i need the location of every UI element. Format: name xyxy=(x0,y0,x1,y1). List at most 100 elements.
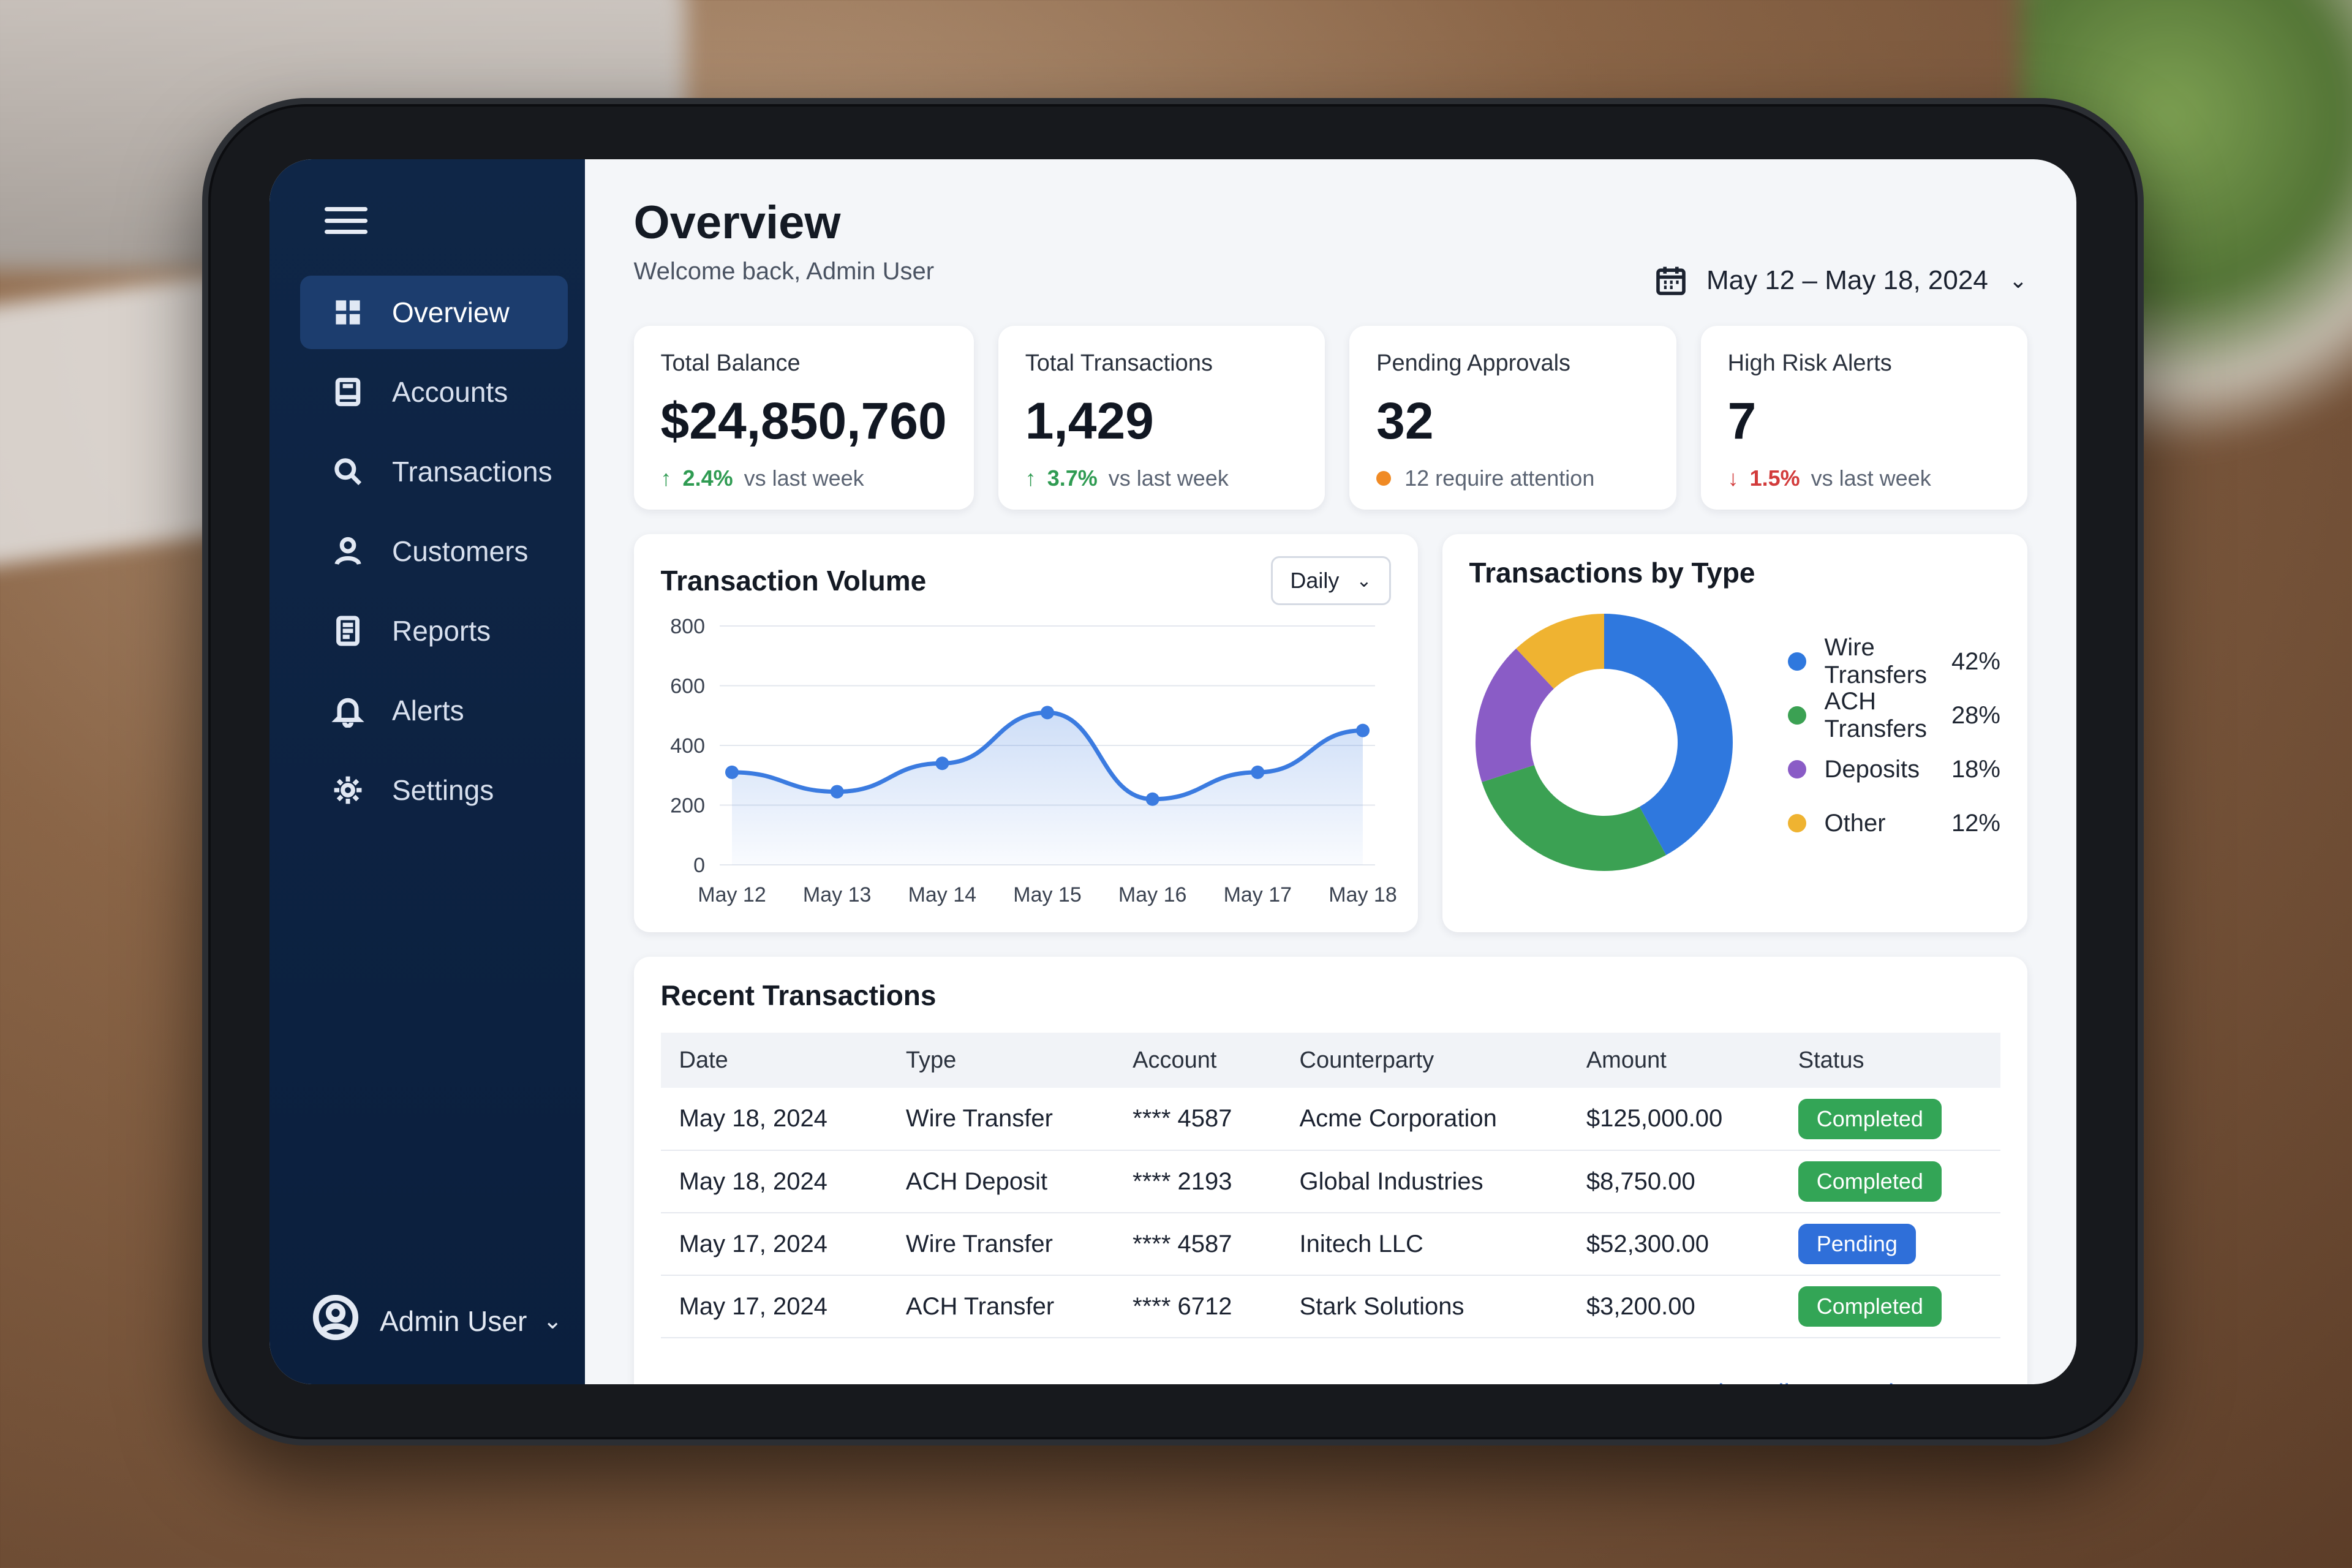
legend-percent: 18% xyxy=(1951,755,2000,783)
table-row[interactable]: May 18, 2024 Wire Transfer **** 4587 Acme C… xyxy=(660,1088,2000,1151)
kpi-delta-text: vs last week xyxy=(1811,466,1931,491)
transaction-volume-title: Transaction Volume xyxy=(660,565,927,597)
column-header-date[interactable]: Date xyxy=(660,1033,888,1088)
cell-counterparty: Global Industries xyxy=(1281,1150,1568,1213)
cell-date: May 17, 2024 xyxy=(660,1213,888,1276)
donut-slice-ach-transfers[interactable] xyxy=(1481,765,1666,871)
cell-amount: $3,200.00 xyxy=(1567,1275,1780,1338)
donut-slice-deposits[interactable] xyxy=(1475,648,1554,782)
search-icon xyxy=(330,453,366,490)
cell-amount: $125,000.00 xyxy=(1567,1088,1780,1151)
kpi-value: 1,429 xyxy=(1025,392,1154,450)
transactions-by-type-title: Transactions by Type xyxy=(1469,557,1755,589)
y-tick-label: 600 xyxy=(670,675,705,698)
hamburger-menu-icon[interactable] xyxy=(325,202,368,239)
legend-item: Deposits 18% xyxy=(1787,742,2000,796)
user-icon xyxy=(330,533,366,570)
volume-point[interactable] xyxy=(1250,765,1264,779)
table-row[interactable]: May 17, 2024 Wire Transfer **** 4587 Initec… xyxy=(660,1213,2000,1276)
user-name: Admin User xyxy=(380,1305,527,1337)
table-header-row: Date Type Account Counterparty Amount Status xyxy=(660,1033,2000,1088)
sidebar-item-transactions[interactable]: Transactions xyxy=(300,435,568,508)
table-row[interactable]: May 17, 2024 ACH Transfer **** 6712 Stark S… xyxy=(660,1275,2000,1338)
kpi-label: Pending Approvals xyxy=(1376,350,1571,376)
sidebar-nav: Overview Accounts Transactions Customers… xyxy=(270,276,585,827)
recent-transactions-title: Recent Transactions xyxy=(660,979,937,1011)
x-tick-label: May 15 xyxy=(1013,883,1082,907)
sidebar-item-label: Accounts xyxy=(392,376,508,408)
column-header-amount[interactable]: Amount xyxy=(1567,1033,1780,1088)
legend-label: Deposits xyxy=(1824,755,1920,783)
legend-dot-icon xyxy=(1787,706,1806,725)
volume-point[interactable] xyxy=(725,765,739,779)
cell-date: May 17, 2024 xyxy=(660,1275,888,1338)
sidebar-item-accounts[interactable]: Accounts xyxy=(300,355,568,429)
legend-percent: 12% xyxy=(1951,809,2000,837)
kpi-card-pending-approvals: Pending Approvals 32 12 require attentio… xyxy=(1349,326,1676,510)
cell-account: **** 2193 xyxy=(1114,1150,1281,1213)
sidebar-item-alerts[interactable]: Alerts xyxy=(300,674,568,747)
column-header-status[interactable]: Status xyxy=(1779,1033,2000,1088)
sidebar-item-label: Alerts xyxy=(392,695,464,726)
sidebar-item-customers[interactable]: Customers xyxy=(300,514,568,588)
y-tick-label: 800 xyxy=(670,615,705,638)
donut-slice-wire-transfers[interactable] xyxy=(1604,614,1733,856)
volume-point[interactable] xyxy=(1355,723,1370,737)
legend-percent: 28% xyxy=(1951,701,2000,729)
column-header-account[interactable]: Account xyxy=(1114,1033,1281,1088)
table-row[interactable]: May 18, 2024 ACH Deposit **** 2193 Global I… xyxy=(660,1150,2000,1213)
y-tick-label: 400 xyxy=(670,734,705,758)
x-tick-label: May 14 xyxy=(908,883,976,907)
kpi-label: Total Balance xyxy=(660,350,801,376)
cell-amount: $52,300.00 xyxy=(1567,1213,1780,1276)
period-select-value: Daily xyxy=(1290,568,1340,593)
volume-point[interactable] xyxy=(935,756,949,771)
page-header: Overview Welcome back, Admin User May 12… xyxy=(634,196,2027,298)
legend-item: Other 12% xyxy=(1787,796,2000,850)
date-range-picker[interactable]: May 12 – May 18, 2024 ⌄ xyxy=(1654,263,2027,298)
status-badge: Completed xyxy=(1798,1286,1942,1327)
cell-counterparty: Initech LLC xyxy=(1281,1213,1568,1276)
volume-point[interactable] xyxy=(1145,792,1159,806)
cell-type: ACH Transfer xyxy=(887,1275,1115,1338)
view-all-label: View all transactions xyxy=(1702,1379,1936,1384)
cell-counterparty: Acme Corporation xyxy=(1281,1088,1568,1151)
cell-account: **** 4587 xyxy=(1114,1213,1281,1276)
arrow-up-icon: ↑ xyxy=(1025,466,1036,491)
cell-account: **** 4587 xyxy=(1114,1088,1281,1151)
legend-dot-icon xyxy=(1787,814,1806,832)
main-content: Overview Welcome back, Admin User May 12… xyxy=(585,159,2076,1384)
kpi-delta-text: vs last week xyxy=(744,466,864,491)
column-header-type[interactable]: Type xyxy=(887,1033,1115,1088)
kpi-label: High Risk Alerts xyxy=(1727,350,1892,376)
cell-date: May 18, 2024 xyxy=(660,1088,888,1151)
volume-point[interactable] xyxy=(830,785,844,799)
user-menu[interactable]: Admin User ⌄ xyxy=(312,1294,562,1348)
transactions-by-type-donut xyxy=(1475,614,1733,871)
period-select[interactable]: Daily ⌄ xyxy=(1271,556,1391,605)
legend-label: Wire Transfers xyxy=(1824,634,1927,688)
status-badge: Completed xyxy=(1798,1161,1942,1202)
cell-counterparty: Stark Solutions xyxy=(1281,1275,1568,1338)
page-subtitle: Welcome back, Admin User xyxy=(633,258,935,285)
legend-percent: 42% xyxy=(1951,647,2000,675)
recent-transactions-card: Recent Transactions Date Type Account Count… xyxy=(633,957,2027,1384)
sidebar-item-reports[interactable]: Reports xyxy=(300,594,568,668)
status-badge: Pending xyxy=(1798,1224,1916,1264)
view-all-transactions-link[interactable]: View all transactions → xyxy=(1702,1377,1978,1384)
cell-status: Completed xyxy=(1779,1150,2000,1213)
legend-item: ACH Transfers 28% xyxy=(1787,688,2000,742)
column-header-counterparty[interactable]: Counterparty xyxy=(1281,1033,1568,1088)
sidebar-item-overview[interactable]: Overview xyxy=(300,276,568,349)
arrow-right-icon: → xyxy=(1950,1377,1978,1384)
sidebar-item-settings[interactable]: Settings xyxy=(300,753,568,827)
volume-area xyxy=(731,712,1363,865)
date-range-label: May 12 – May 18, 2024 xyxy=(1706,265,1988,295)
volume-point[interactable] xyxy=(1040,706,1054,720)
legend-dot-icon xyxy=(1787,760,1806,778)
cell-account: **** 6712 xyxy=(1114,1275,1281,1338)
donut-slice-other[interactable] xyxy=(1515,614,1604,689)
sidebar-item-label: Overview xyxy=(392,296,510,328)
attention-dot-icon xyxy=(1376,471,1392,486)
arrow-up-icon: ↑ xyxy=(660,466,672,491)
